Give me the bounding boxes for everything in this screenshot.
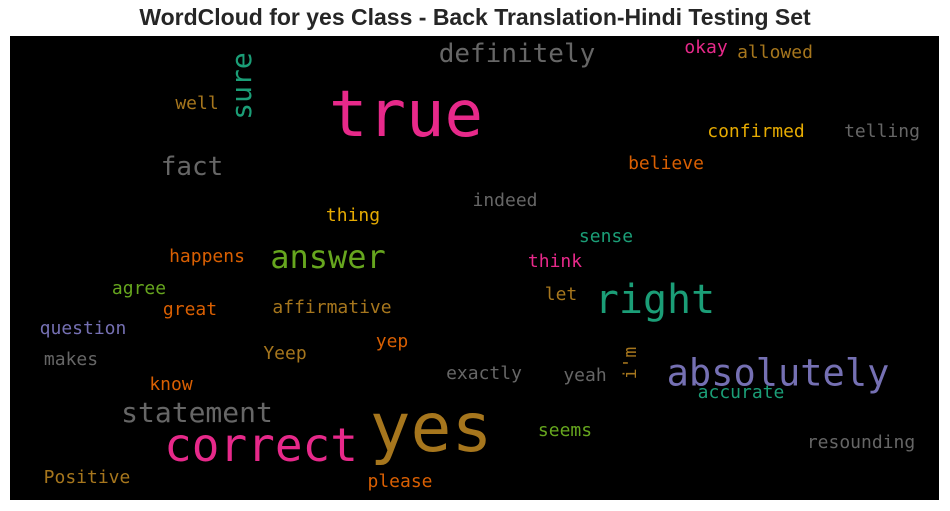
word-i-m: i'm <box>620 346 641 380</box>
word-accurate: accurate <box>697 382 785 403</box>
chart-title: WordCloud for yes Class - Back Translati… <box>139 4 811 30</box>
word-well: well <box>175 93 219 114</box>
word-answer: answer <box>270 238 386 276</box>
word-sense: sense <box>578 226 634 247</box>
word-indeed: indeed <box>472 190 538 211</box>
word-happens: happens <box>169 246 245 267</box>
word-affirmative: affirmative <box>272 297 392 318</box>
word-positive: Positive <box>43 467 131 488</box>
word-sure: sure <box>225 52 258 120</box>
word-right: right <box>594 277 716 323</box>
word-agree: agree <box>111 278 167 299</box>
word-yep: yep <box>375 331 409 352</box>
word-statement: statement <box>121 396 273 429</box>
wordcloud-canvas: true yes correct right absolutely answer state… <box>10 36 939 500</box>
word-confirmed: confirmed <box>707 121 805 142</box>
word-absolutely: absolutely <box>666 351 890 395</box>
word-let: let <box>544 284 578 305</box>
word-yeep: Yeep <box>263 343 307 364</box>
word-know: know <box>149 374 193 395</box>
word-yeah: yeah <box>563 365 607 386</box>
word-definitely: definitely <box>438 39 596 69</box>
word-makes: makes <box>43 349 99 370</box>
word-question: question <box>39 318 127 339</box>
word-okay: okay <box>684 37 728 58</box>
word-believe: believe <box>628 153 704 174</box>
word-thing: thing <box>325 205 381 226</box>
word-fact: fact <box>160 152 224 182</box>
word-seems: seems <box>537 420 593 441</box>
word-yes: yes <box>369 389 493 468</box>
word-please: please <box>367 471 433 492</box>
word-think: think <box>527 251 583 272</box>
word-allowed: allowed <box>737 42 813 63</box>
word-true: true <box>328 78 484 152</box>
word-great: great <box>162 299 218 320</box>
word-resounding: resounding <box>806 432 916 453</box>
word-correct: correct <box>164 418 358 472</box>
word-telling: telling <box>844 121 920 142</box>
word-exactly: exactly <box>446 363 522 384</box>
